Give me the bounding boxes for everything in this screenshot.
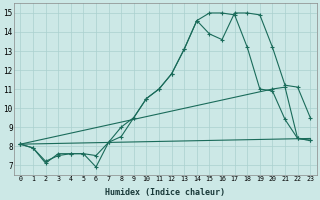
X-axis label: Humidex (Indice chaleur): Humidex (Indice chaleur) bbox=[105, 188, 225, 197]
